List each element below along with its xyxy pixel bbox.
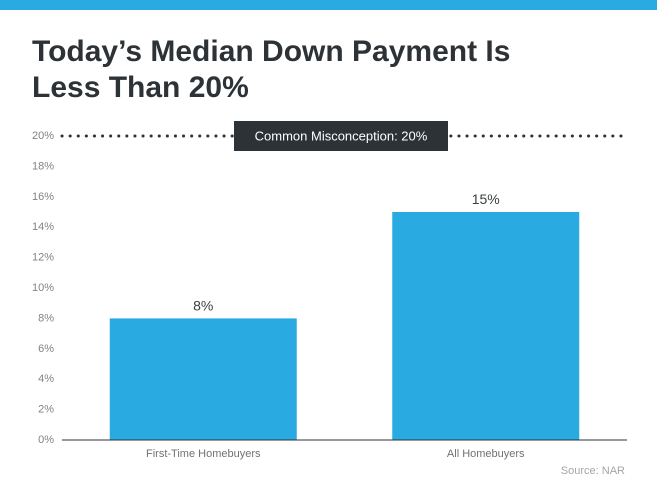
title-line-2: Less Than 20% xyxy=(32,71,249,104)
x-category-label: First-Time Homebuyers xyxy=(146,448,261,460)
category-labels: First-Time Homebuyers All Homebuyers xyxy=(146,448,525,460)
bar-value-label: 15% xyxy=(472,191,500,207)
bar xyxy=(392,212,580,440)
bar xyxy=(109,318,297,440)
y-tick-label: 8% xyxy=(38,312,54,324)
y-axis-ticks: 0% 2% 4% 6% 8% 10% 12% 14% 16% 18% 20% xyxy=(32,130,54,446)
y-tick-label: 10% xyxy=(32,282,54,294)
y-tick-label: 4% xyxy=(38,373,54,385)
y-tick-label: 18% xyxy=(32,160,54,172)
x-category-label: All Homebuyers xyxy=(447,448,525,460)
annotation-label: Common Misconception: 20% xyxy=(255,129,428,144)
bar-value-label: 8% xyxy=(193,297,213,313)
title-line-1: Today’s Median Down Payment Is xyxy=(32,35,511,68)
y-tick-label: 12% xyxy=(32,252,54,264)
y-tick-label: 0% xyxy=(38,434,54,446)
page-title: Today’s Median Down Payment Is Less Than… xyxy=(32,34,632,106)
reference-annotation: Common Misconception: 20% xyxy=(234,121,448,151)
y-tick-label: 14% xyxy=(32,221,54,233)
annotation-box xyxy=(234,121,448,151)
source-note: Source: NAR xyxy=(560,465,625,477)
y-tick-label: 16% xyxy=(32,191,54,203)
y-tick-label: 2% xyxy=(38,404,54,416)
top-accent-bar xyxy=(0,0,657,10)
y-tick-label: 6% xyxy=(38,343,54,355)
y-tick-label: 20% xyxy=(32,130,54,142)
bars: 8% 15% xyxy=(109,191,580,440)
